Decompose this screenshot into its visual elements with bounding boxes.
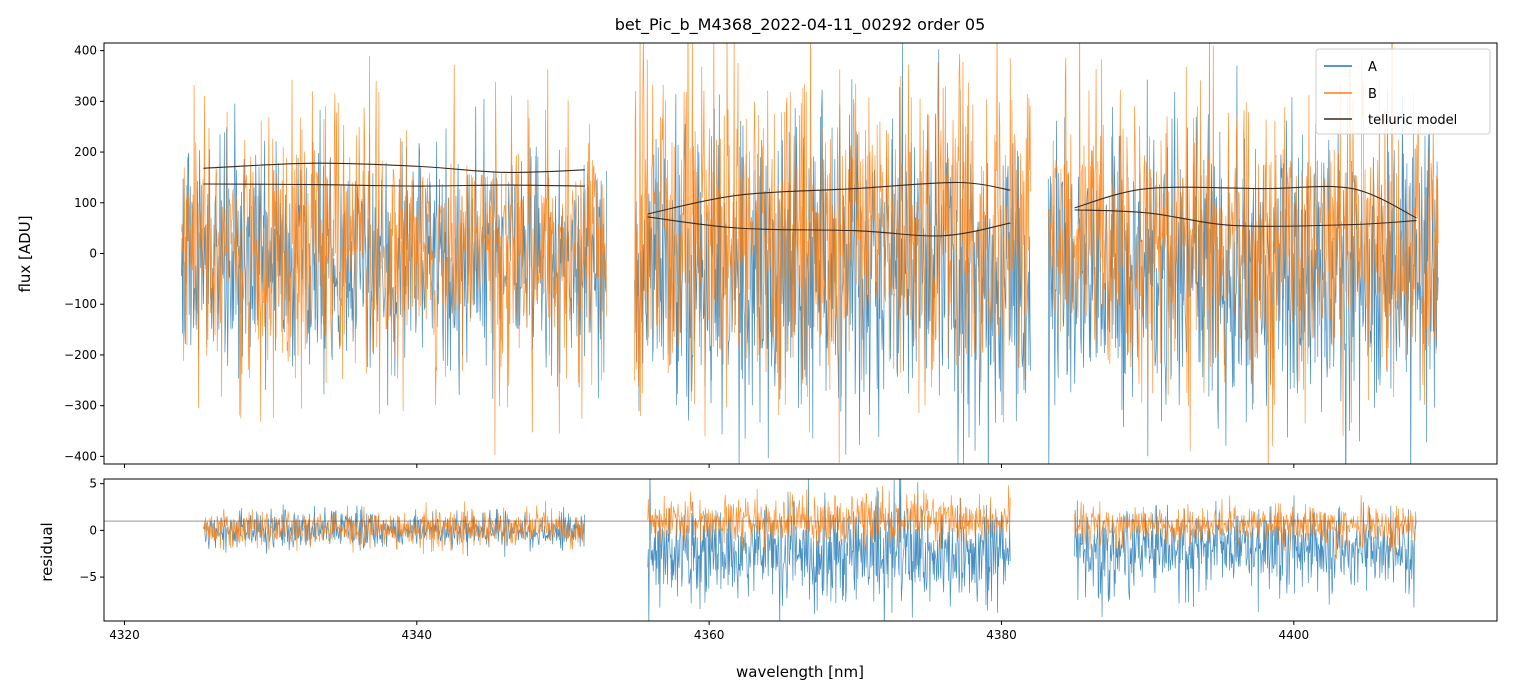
residual-b-segment-3 <box>1074 495 1417 560</box>
top-ytick-label: −200 <box>64 348 97 362</box>
bottom-panel-ylabel: residual <box>38 522 56 581</box>
top-ytick-label: −300 <box>64 399 97 413</box>
series-b-segment-3 <box>1047 43 1439 464</box>
top-panel-y-ticks: −400 −300 −200 −100 0 100 200 300 400 <box>64 44 104 463</box>
legend: A B telluric model <box>1315 48 1491 135</box>
residual-a-segment-3 <box>1074 495 1417 617</box>
bottom-panel-frame <box>103 478 1498 622</box>
bottom-xtick-label: 4340 <box>402 628 433 642</box>
telluric-model-lower-segment-1 <box>203 183 585 187</box>
bottom-panel-plot-area <box>104 479 1497 621</box>
top-ytick-label: −400 <box>64 449 97 463</box>
top-ytick-label: 100 <box>74 196 97 210</box>
residual-b-segment-1 <box>203 500 585 555</box>
series-b-segment-2 <box>634 43 1031 463</box>
bottom-panel-y-ticks: −5 0 5 <box>79 477 104 584</box>
bottom-ytick-label: 0 <box>89 523 97 537</box>
top-ytick-label: 400 <box>74 44 97 58</box>
top-panel: −400 −300 −200 −100 0 100 200 300 400 flux [ADU] <box>16 42 1498 468</box>
telluric-model-lower-segment-3 <box>1074 209 1417 227</box>
residual-b-segment-2 <box>647 485 1011 558</box>
top-ytick-label: 200 <box>74 145 97 159</box>
telluric-model-upper-segment-3 <box>1074 185 1417 219</box>
top-ytick-label: 0 <box>89 247 97 261</box>
legend-box <box>1315 48 1491 135</box>
top-panel-ylabel: flux [ADU] <box>16 215 34 292</box>
legend-label-b: B <box>1368 87 1377 102</box>
top-ytick-label: −100 <box>64 297 97 311</box>
top-panel-plot-area <box>181 43 1439 464</box>
top-ytick-label: 300 <box>74 94 97 108</box>
series-b-segment-1 <box>181 55 607 456</box>
telluric-model-lower-segment-2 <box>647 216 1011 237</box>
bottom-panel: −5 0 5 4320 4340 4360 4380 4400 residual wavel… <box>38 477 1498 681</box>
bottom-xtick-label: 4360 <box>694 628 725 642</box>
x-axis-label: wavelength [nm] <box>736 663 864 681</box>
bottom-xtick-label: 4320 <box>109 628 140 642</box>
telluric-model-upper-segment-2 <box>647 181 1011 215</box>
bottom-xtick-label: 4400 <box>1279 628 1310 642</box>
chart-title: bet_Pic_b_M4368_2022-04-11_00292 order 0… <box>615 15 986 35</box>
residual-a-segment-2 <box>647 479 1011 621</box>
bottom-ytick-label: −5 <box>79 570 97 584</box>
bottom-xtick-label: 4380 <box>986 628 1017 642</box>
bottom-panel-x-ticks: 4320 4340 4360 4380 4400 <box>109 621 1309 642</box>
residual-a-segment-1 <box>203 504 585 557</box>
legend-label-a: A <box>1368 60 1377 75</box>
legend-label-model: telluric model <box>1368 113 1457 128</box>
bottom-ytick-label: 5 <box>89 477 97 491</box>
telluric-model-upper-segment-1 <box>203 162 585 173</box>
top-panel-x-ticks <box>123 464 1295 468</box>
